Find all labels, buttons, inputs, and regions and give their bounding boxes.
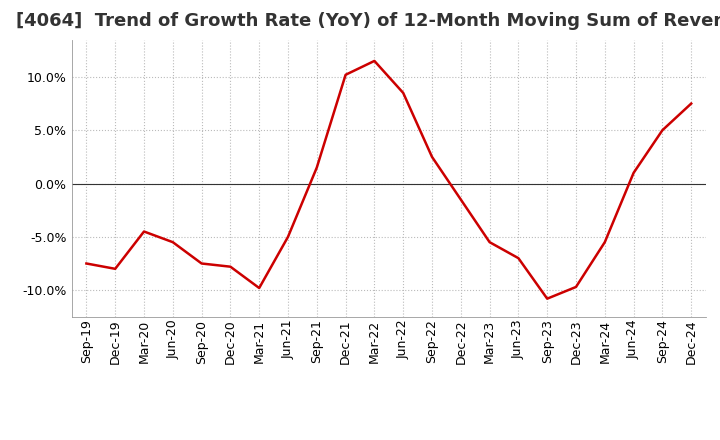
- Title: [4064]  Trend of Growth Rate (YoY) of 12-Month Moving Sum of Revenues: [4064] Trend of Growth Rate (YoY) of 12-…: [16, 12, 720, 30]
